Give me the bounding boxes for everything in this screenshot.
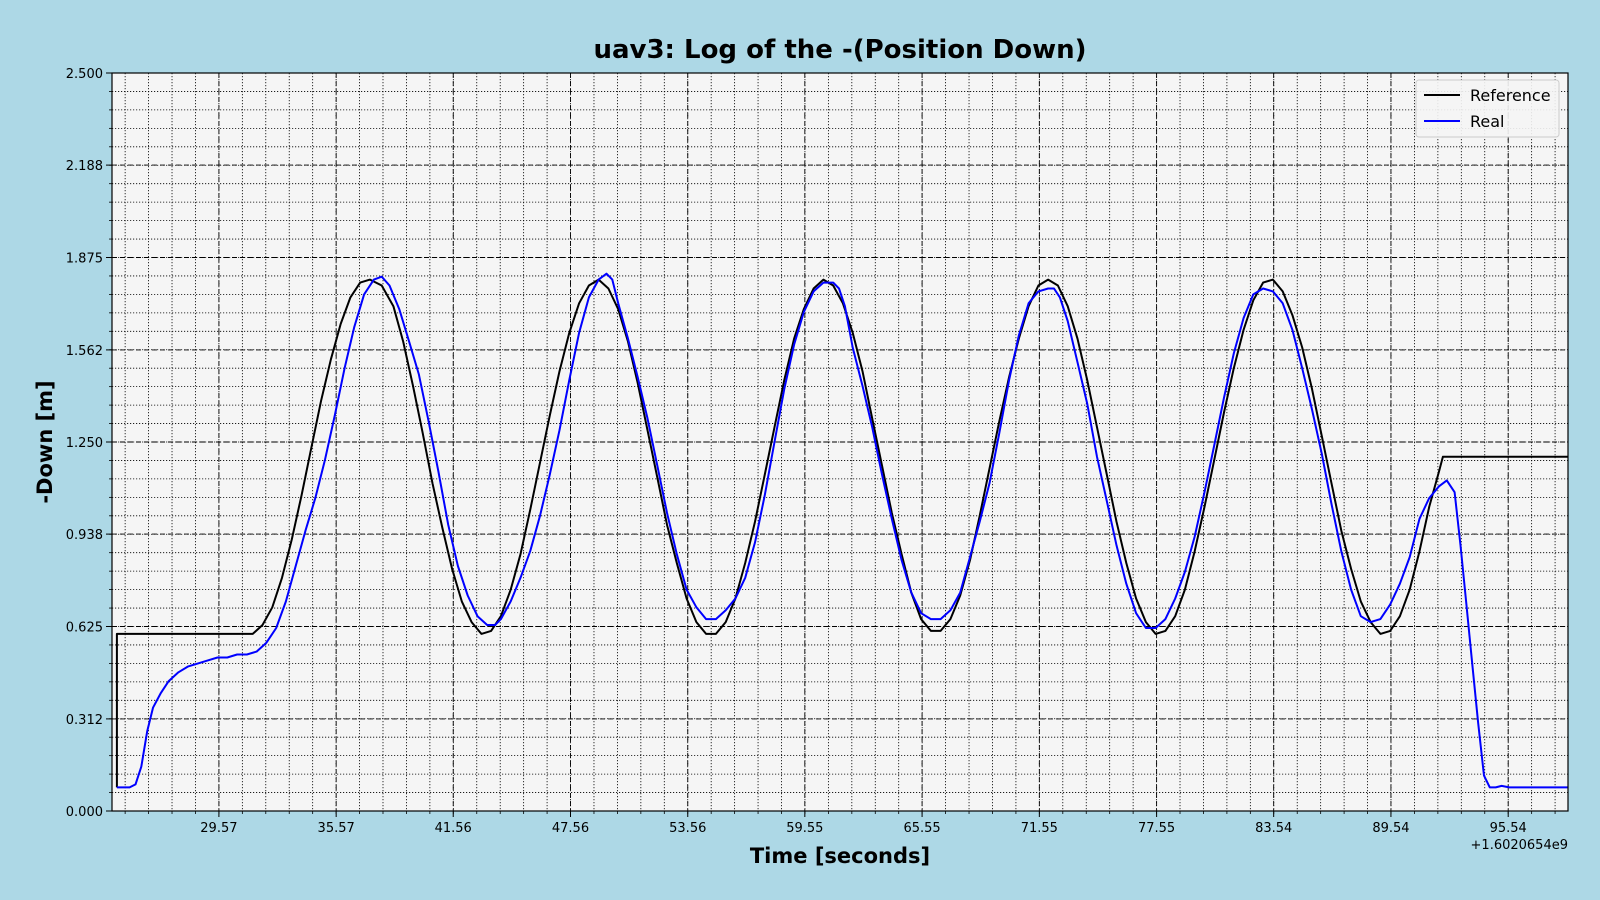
x-tick-label: 47.56 <box>552 821 589 836</box>
legend: Reference Real <box>1415 79 1560 138</box>
y-tick-label: 0.000 <box>66 805 103 820</box>
y-tick-label: 2.188 <box>66 159 103 174</box>
x-tick-label: 53.56 <box>669 821 706 836</box>
y-axis-label: -Down [m] <box>33 380 57 503</box>
legend-label-real: Real <box>1470 112 1505 131</box>
y-axis: 0.000 0.312 0.625 0.938 1.250 1.562 1.875 2.188… <box>66 67 112 820</box>
y-tick-label: 0.625 <box>66 621 103 636</box>
y-tick-label: 1.562 <box>66 344 103 359</box>
x-tick-label: 89.54 <box>1372 821 1409 836</box>
y-tick-label: 1.250 <box>66 436 103 451</box>
x-tick-label: 35.57 <box>318 821 355 836</box>
chart-title: uav3: Log of the -(Position Down) <box>593 35 1086 65</box>
x-tick-label: 29.57 <box>200 821 237 836</box>
x-axis-offset-label: +1.6020654e9 <box>1471 838 1568 853</box>
y-tick-label: 1.875 <box>66 252 103 267</box>
series-line-real <box>116 272 1568 789</box>
x-axis-label: Time [seconds] <box>750 844 930 868</box>
y-tick-label: 2.500 <box>66 67 103 82</box>
y-tick-label: 0.938 <box>66 528 103 543</box>
series-layer <box>115 272 1568 789</box>
x-tick-label: 71.55 <box>1021 821 1058 836</box>
x-tick-label: 41.56 <box>435 821 472 836</box>
x-tick-label: 65.55 <box>903 821 940 836</box>
x-tick-label: 83.54 <box>1255 821 1292 836</box>
x-axis: 29.57 35.57 41.56 47.56 53.56 59.55 65.55 71.55… <box>124 811 1556 836</box>
x-tick-label: 95.54 <box>1490 821 1527 836</box>
x-tick-label: 59.55 <box>786 821 823 836</box>
x-tick-label: 77.55 <box>1138 821 1175 836</box>
legend-label-reference: Reference <box>1470 86 1551 105</box>
y-tick-label: 0.312 <box>66 713 103 728</box>
